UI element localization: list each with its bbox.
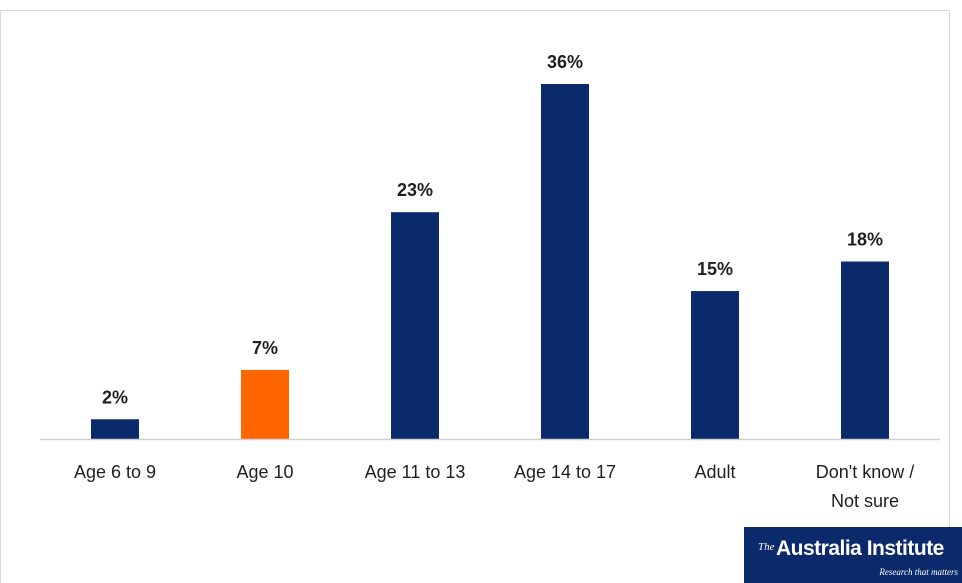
bar-age-11-to-13 xyxy=(391,212,439,439)
data-label-age-10: 7% xyxy=(252,338,278,358)
category-label-age-6-to-9: Age 6 to 9 xyxy=(74,462,156,482)
logo-the-text: The xyxy=(758,541,775,553)
logo-name-text: Australia Institute xyxy=(776,537,944,560)
data-label-don-t-know-not-sure: 18% xyxy=(847,230,883,250)
category-label-age-14-to-17: Age 14 to 17 xyxy=(514,462,616,482)
bar-age-10 xyxy=(241,369,289,439)
category-labels-group: Age 6 to 9 Age 10 Age 11 to 13 Age 14 to 17… xyxy=(74,462,914,511)
bar-don-t-know-not-sure xyxy=(841,261,889,439)
data-label-age-14-to-17: 36% xyxy=(547,52,583,72)
chart-frame xyxy=(0,10,950,583)
category-label-age-10: Age 10 xyxy=(236,462,293,482)
category-label-age-11-to-13: Age 11 to 13 xyxy=(365,462,466,482)
data-labels-group: 2% 7% 23% 36% 15% 18% xyxy=(102,52,883,407)
logo-tagline-text: Research that matters xyxy=(879,567,958,577)
data-label-adult: 15% xyxy=(697,259,733,279)
category-label-don-t-know-not-sure: Don't know / Not sure xyxy=(816,462,914,511)
data-label-age-11-to-13: 23% xyxy=(397,180,433,200)
bar-age-14-to-17 xyxy=(541,84,589,439)
australia-institute-logo: The Australia Institute Research that ma… xyxy=(744,527,962,583)
data-label-age-6-to-9: 2% xyxy=(102,387,128,407)
category-label-adult: Adult xyxy=(694,462,735,482)
bar-adult xyxy=(691,291,739,439)
bar-age-6-to-9 xyxy=(91,419,139,439)
bars-group xyxy=(91,84,889,439)
